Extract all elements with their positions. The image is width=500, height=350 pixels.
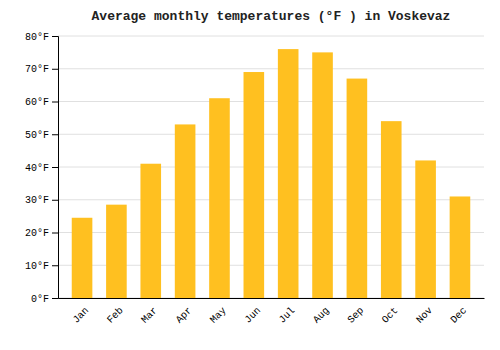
- grid-line: [58, 68, 484, 69]
- y-tick-label: 20°F: [25, 228, 49, 239]
- x-tick: Sep: [346, 305, 367, 326]
- y-tick-label: 40°F: [25, 163, 49, 174]
- bar: [72, 218, 93, 298]
- y-tick-label: 0°F: [31, 294, 49, 305]
- bar: [140, 164, 161, 298]
- y-tick-mark: [52, 102, 58, 103]
- y-tick-mark: [52, 233, 58, 234]
- y-tick-mark: [52, 265, 58, 266]
- grid-line: [58, 101, 484, 102]
- chart-container: Average monthly temperatures (°F ) in Vo…: [0, 0, 500, 350]
- bar: [106, 205, 127, 298]
- x-tick-label: Feb: [105, 305, 126, 326]
- chart-title: Average monthly temperatures (°F ) in Vo…: [92, 9, 451, 24]
- bar: [244, 72, 265, 298]
- y-axis: 0°F 10°F 20°F 30°F 40°F 50°F 60°F 70°F 80°F: [25, 32, 59, 305]
- chart-svg: Average monthly temperatures (°F ) in Vo…: [0, 0, 500, 350]
- grid-line: [58, 36, 484, 37]
- x-axis-line: [59, 298, 485, 299]
- x-tick-label: Oct: [380, 305, 401, 326]
- grid-line: [58, 134, 484, 135]
- x-tick-label: Jun: [242, 305, 263, 326]
- y-tick-label: 60°F: [25, 97, 49, 108]
- x-tick-label: Sep: [346, 305, 367, 326]
- x-tick-label: Jan: [71, 305, 92, 326]
- x-tick: Nov: [414, 305, 435, 326]
- y-tick: 60°F: [25, 97, 58, 108]
- x-tick: Aug: [311, 305, 332, 326]
- bar: [278, 49, 299, 298]
- y-axis-line: [52, 37, 59, 299]
- x-tick: Feb: [105, 305, 126, 326]
- x-tick-label: Aug: [311, 305, 332, 326]
- x-tick: Jan: [71, 305, 92, 326]
- y-tick: 0°F: [31, 294, 58, 305]
- x-tick-label: Apr: [174, 305, 195, 326]
- x-tick-label: Jul: [277, 305, 298, 326]
- x-tick-label: Nov: [414, 305, 435, 326]
- x-tick: Jul: [277, 305, 298, 326]
- bar: [312, 52, 333, 298]
- x-tick-label: Dec: [449, 305, 470, 326]
- y-tick-label: 30°F: [25, 195, 49, 206]
- x-tick-label: Mar: [139, 305, 160, 326]
- x-axis: Jan Feb Mar Apr May Jun Jul Aug Sep Oct Nov Dec: [59, 299, 485, 326]
- y-tick-mark: [52, 200, 58, 201]
- y-tick-label: 50°F: [25, 130, 49, 141]
- x-tick-label: May: [208, 305, 229, 326]
- y-tick-mark: [52, 69, 58, 70]
- grid: [58, 36, 484, 298]
- y-tick: 80°F: [25, 32, 58, 43]
- y-tick: 70°F: [25, 64, 58, 75]
- bars: [72, 49, 471, 298]
- y-tick: 20°F: [25, 228, 58, 239]
- bar: [415, 160, 436, 298]
- x-tick: May: [208, 305, 229, 326]
- y-tick-label: 70°F: [25, 64, 49, 75]
- y-tick-mark: [52, 167, 58, 168]
- x-tick: Jun: [242, 305, 263, 326]
- y-tick-label: 10°F: [25, 261, 49, 272]
- y-tick: 50°F: [25, 130, 58, 141]
- x-tick: Mar: [139, 305, 160, 326]
- bar: [347, 79, 368, 298]
- x-tick: Dec: [449, 305, 470, 326]
- y-tick: 10°F: [25, 261, 58, 272]
- bar: [450, 196, 471, 298]
- y-tick-label: 80°F: [25, 32, 49, 43]
- x-tick: Apr: [174, 305, 195, 326]
- y-tick: 30°F: [25, 195, 58, 206]
- bar: [209, 98, 230, 298]
- y-tick-mark: [52, 134, 58, 135]
- y-tick-mark: [52, 298, 58, 299]
- bar: [381, 121, 402, 298]
- x-tick: Oct: [380, 305, 401, 326]
- y-tick-mark: [52, 36, 58, 37]
- y-tick: 40°F: [25, 163, 58, 174]
- plot-area: 0°F 10°F 20°F 30°F 40°F 50°F 60°F 70°F 80°F Jan Fe…: [25, 32, 485, 326]
- bar: [175, 124, 196, 298]
